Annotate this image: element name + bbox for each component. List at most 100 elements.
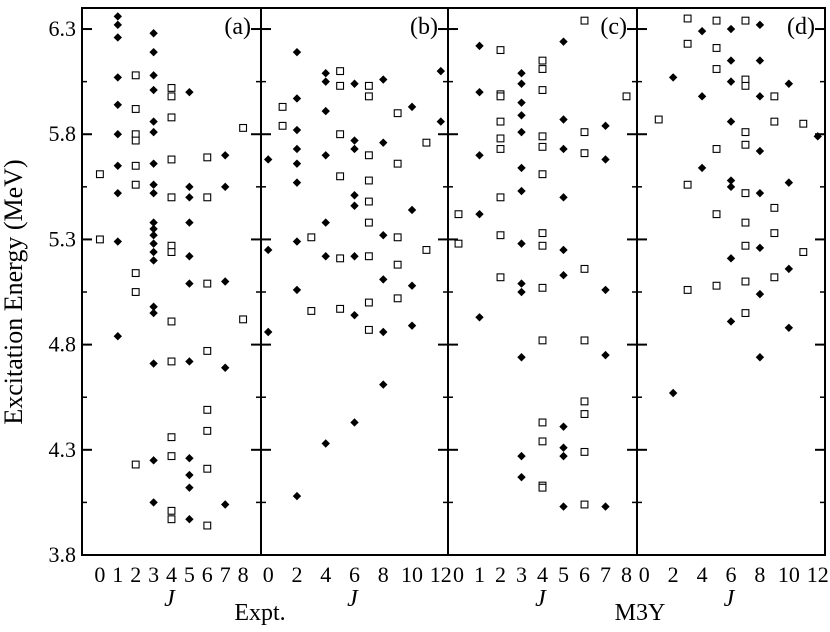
- data-point-filled-diamond: [149, 224, 158, 234]
- data-point-filled-diamond: [185, 252, 194, 261]
- data-point-filled-diamond: [221, 182, 230, 192]
- data-point-filled-diamond: [185, 193, 194, 202]
- y-tick-label: 3.8: [49, 542, 77, 567]
- data-point-filled-diamond: [149, 256, 158, 265]
- data-point-open-square: [364, 151, 373, 160]
- data-point-filled-diamond: [113, 130, 122, 139]
- data-point-open-square: [712, 145, 721, 153]
- data-point-open-square: [580, 410, 589, 418]
- data-point-open-square: [712, 210, 721, 219]
- data-point-open-square: [538, 56, 547, 65]
- data-point-filled-diamond: [149, 85, 158, 95]
- data-point-filled-diamond: [221, 500, 230, 509]
- data-point-filled-diamond: [321, 439, 330, 448]
- data-point-filled-diamond: [350, 136, 359, 145]
- data-point-open-square: [580, 397, 589, 406]
- x-tick-label: 8: [378, 562, 389, 587]
- y-tick-label: 4.8: [49, 332, 77, 357]
- data-point-open-square: [336, 67, 345, 76]
- data-point-filled-diamond: [559, 144, 568, 154]
- data-point-open-square: [741, 241, 750, 250]
- data-point-open-square: [741, 81, 750, 90]
- data-point-filled-diamond: [149, 456, 158, 465]
- data-point-open-square: [203, 279, 212, 288]
- data-point-filled-diamond: [726, 182, 736, 192]
- data-point-open-square: [131, 105, 140, 113]
- x-tick-label: 12: [807, 562, 829, 587]
- data-point-filled-diamond: [755, 20, 765, 30]
- x-axis-title: J: [724, 586, 736, 612]
- x-tick-label: 4: [320, 562, 331, 587]
- data-point-open-square: [454, 210, 463, 219]
- data-point-filled-diamond: [755, 188, 765, 198]
- data-point-open-square: [580, 500, 589, 509]
- data-point-filled-diamond: [113, 33, 122, 42]
- data-point-filled-diamond: [379, 231, 388, 240]
- panels-group: 3.84.34.85.35.86.30 1 2 3 4 5 6 7 8(a)J0 2 4 6 8 10 12…: [49, 7, 829, 612]
- y-tick-label: 5.3: [49, 226, 77, 251]
- data-point-filled-diamond: [559, 422, 568, 431]
- x-tick-label: 7: [600, 562, 611, 587]
- data-point-filled-diamond: [517, 472, 526, 482]
- data-point-filled-diamond: [350, 144, 359, 154]
- data-point-filled-diamond: [697, 163, 707, 173]
- data-point-filled-diamond: [221, 277, 230, 286]
- data-point-open-square: [393, 159, 402, 168]
- data-point-filled-diamond: [149, 117, 158, 126]
- panel-0: 3.8 4.3 4.8 5.3 5.8 6.3 0 1 2 3 4 5 6 7 8 (a) J: [49, 7, 262, 612]
- data-point-filled-diamond: [559, 245, 568, 255]
- data-point-open-square: [203, 193, 212, 202]
- x-tick-label: 8: [238, 562, 249, 587]
- data-point-open-square: [95, 235, 104, 244]
- data-point-open-square: [203, 153, 212, 162]
- x-tick-label: 0: [639, 562, 650, 587]
- data-point-open-square: [538, 418, 547, 427]
- data-point-filled-diamond: [559, 115, 568, 124]
- data-point-open-square: [770, 229, 779, 238]
- data-point-filled-diamond: [517, 98, 526, 107]
- data-point-open-square: [712, 16, 721, 25]
- data-point-open-square: [131, 136, 140, 145]
- data-point-open-square: [336, 130, 345, 139]
- data-point-filled-diamond: [517, 287, 526, 297]
- panel-2: 0 1 2 3 4 5 6 7 8 (c) J: [447, 7, 638, 612]
- data-point-open-square: [580, 149, 589, 158]
- data-point-open-square: [336, 304, 345, 313]
- data-point-open-square: [741, 140, 750, 149]
- data-point-filled-diamond: [379, 380, 388, 389]
- data-point-filled-diamond: [221, 151, 230, 160]
- data-point-filled-diamond: [149, 71, 158, 80]
- data-point-open-square: [580, 16, 589, 25]
- data-point-filled-diamond: [149, 29, 158, 38]
- data-point-filled-diamond: [292, 94, 302, 103]
- data-point-open-square: [131, 71, 140, 80]
- data-point-filled-diamond: [350, 79, 359, 88]
- panel-label: (c): [600, 14, 627, 40]
- data-point-filled-diamond: [321, 151, 330, 160]
- data-point-filled-diamond: [559, 451, 568, 461]
- data-point-open-square: [683, 39, 692, 48]
- data-point-filled-diamond: [113, 332, 122, 341]
- data-point-open-square: [307, 233, 316, 242]
- data-point-open-square: [203, 464, 212, 473]
- data-point-filled-diamond: [321, 77, 330, 86]
- data-point-filled-diamond: [149, 127, 158, 137]
- data-point-filled-diamond: [601, 121, 610, 131]
- data-point-filled-diamond: [601, 350, 610, 360]
- data-point-filled-diamond: [559, 443, 568, 452]
- data-point-filled-diamond: [436, 117, 446, 126]
- data-point-open-square: [393, 109, 402, 118]
- x-tick-label: 3: [148, 562, 159, 587]
- data-point-filled-diamond: [185, 218, 194, 227]
- data-point-filled-diamond: [149, 47, 158, 57]
- data-point-open-square: [496, 145, 505, 153]
- data-point-filled-diamond: [784, 178, 794, 187]
- data-point-filled-diamond: [113, 100, 122, 109]
- data-point-filled-diamond: [559, 502, 568, 511]
- data-point-filled-diamond: [517, 186, 526, 196]
- data-point-open-square: [538, 86, 547, 95]
- data-point-filled-diamond: [517, 239, 526, 248]
- data-point-filled-diamond: [726, 317, 736, 326]
- data-point-open-square: [712, 44, 721, 52]
- panel-1: 0 2 4 6 8 10 12 (b) J: [260, 7, 452, 612]
